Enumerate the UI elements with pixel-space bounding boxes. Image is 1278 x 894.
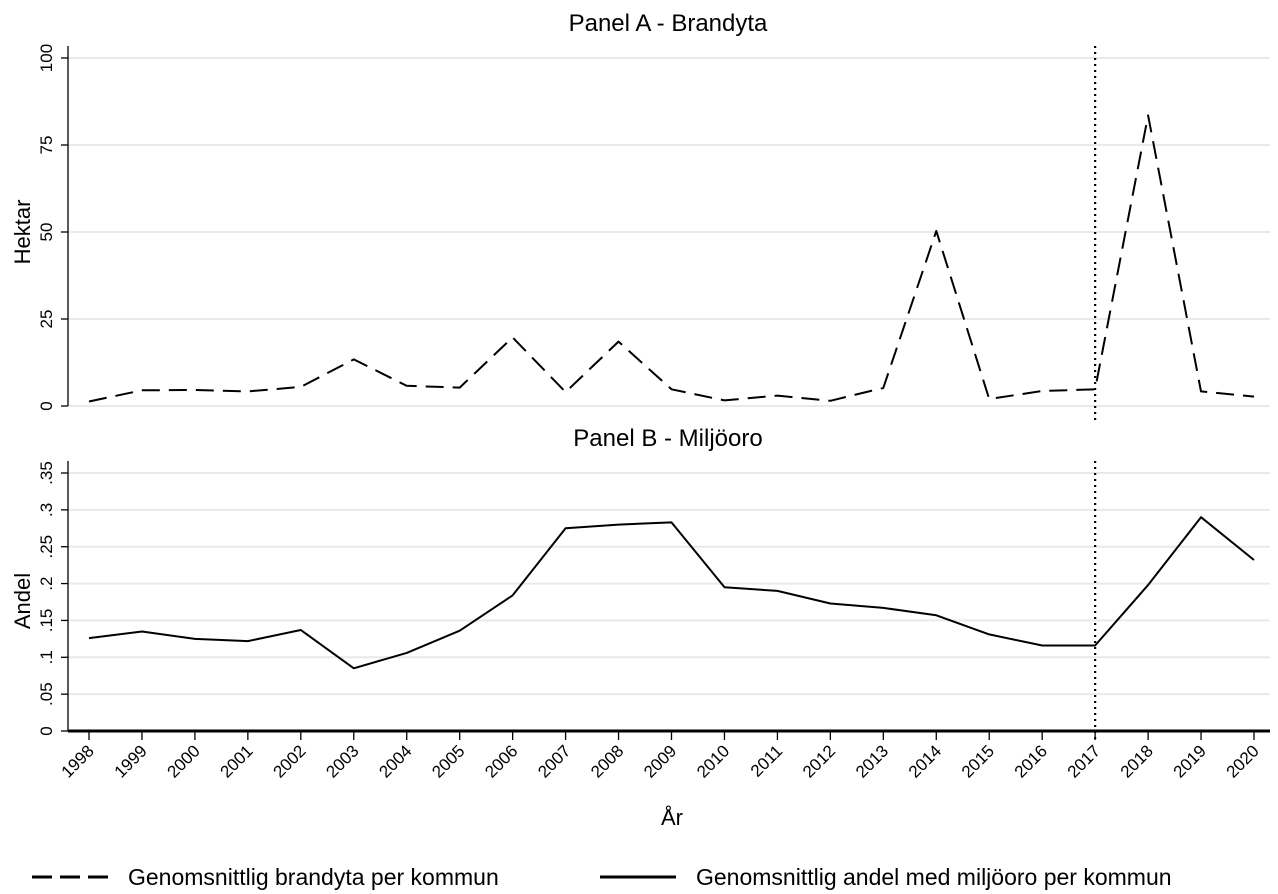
panel-b-series bbox=[68, 461, 1270, 740]
panel-a-title: Panel A - Brandyta bbox=[569, 10, 768, 37]
panel-a-y-ticks: 0 25 50 75 100 bbox=[37, 44, 69, 411]
x-axis-label: År bbox=[661, 805, 683, 830]
panel-b-y-tick-label: 0 bbox=[37, 726, 56, 735]
x-tick-label: 2005 bbox=[428, 741, 468, 781]
panel-b-series-line bbox=[88, 516, 1255, 670]
panel-a-y-tick-label: 25 bbox=[37, 310, 56, 329]
panel-a-y-tick-label: 75 bbox=[37, 136, 56, 155]
panel-b-y-tick-label: .35 bbox=[37, 461, 56, 485]
x-tick-label: 2018 bbox=[1117, 741, 1157, 781]
panel-b-y-tick-label: .3 bbox=[37, 503, 56, 517]
panel-b-y-tick-label: .1 bbox=[37, 650, 56, 664]
panel-a-gridlines bbox=[68, 57, 1270, 407]
panel-a-y-tick-label: 100 bbox=[37, 44, 56, 72]
panel-b: Panel B - Miljöoro Andel 0 .05 .1 .15 .2 .25.… bbox=[10, 425, 1270, 830]
x-tick-label: 2011 bbox=[747, 741, 786, 780]
x-tick-label: 2016 bbox=[1011, 741, 1051, 781]
panel-a-series bbox=[88, 46, 1255, 423]
panel-b-title: Panel B - Miljöoro bbox=[573, 425, 762, 452]
x-tick-label: 2019 bbox=[1170, 741, 1210, 781]
x-tick-label: 2012 bbox=[799, 741, 839, 781]
panel-b-y-ticks: 0 .05 .1 .15 .2 .25 .3 .35 bbox=[37, 461, 69, 736]
panel-b-y-axis-label: Andel bbox=[10, 573, 35, 629]
panel-b-y-tick-label: .05 bbox=[37, 682, 56, 706]
panel-a-y-tick-label: 0 bbox=[37, 401, 56, 410]
x-tick-label: 2002 bbox=[269, 741, 309, 781]
panel-a-series-line bbox=[88, 114, 1255, 403]
x-tick-label: 2000 bbox=[164, 741, 204, 781]
x-tick-label: 2009 bbox=[640, 741, 680, 781]
x-tick-label: 2007 bbox=[534, 741, 574, 781]
panel-a: Panel A - Brandyta Hektar 0 25 50 75 100 bbox=[10, 10, 1270, 423]
x-tick-label: 1998 bbox=[58, 741, 98, 781]
x-tick-label: 2004 bbox=[375, 741, 415, 781]
x-axis-ticks: 1998 1999 2000 2001 2002 2003 2004 2005 2006 2007… bbox=[58, 731, 1263, 782]
panel-a-y-tick-label: 50 bbox=[37, 223, 56, 242]
panel-b-y-tick-label: .25 bbox=[37, 535, 56, 559]
x-tick-label: 2006 bbox=[481, 741, 521, 781]
legend: Genomsnittlig brandyta per kommun Genoms… bbox=[32, 864, 1172, 890]
x-tick-label: 2013 bbox=[852, 741, 892, 781]
legend-label-miljooro: Genomsnittlig andel med miljöoro per kom… bbox=[696, 864, 1172, 890]
panel-b-y-tick-label: .2 bbox=[37, 576, 56, 590]
x-tick-label: 2001 bbox=[217, 741, 257, 781]
x-tick-label: 2015 bbox=[958, 741, 998, 781]
x-tick-label: 2014 bbox=[905, 741, 945, 781]
x-tick-label: 1999 bbox=[111, 741, 151, 781]
panel-b-gridlines bbox=[68, 472, 1270, 696]
x-tick-label: 2017 bbox=[1064, 741, 1104, 781]
x-tick-label: 2003 bbox=[322, 741, 362, 781]
x-tick-label: 2020 bbox=[1223, 741, 1263, 781]
panel-b-y-tick-label: .15 bbox=[37, 609, 56, 633]
x-tick-label: 2008 bbox=[587, 741, 627, 781]
panel-a-y-axis-label: Hektar bbox=[10, 200, 35, 265]
legend-label-brandyta: Genomsnittlig brandyta per kommun bbox=[128, 864, 499, 890]
x-tick-label: 2010 bbox=[693, 741, 733, 781]
